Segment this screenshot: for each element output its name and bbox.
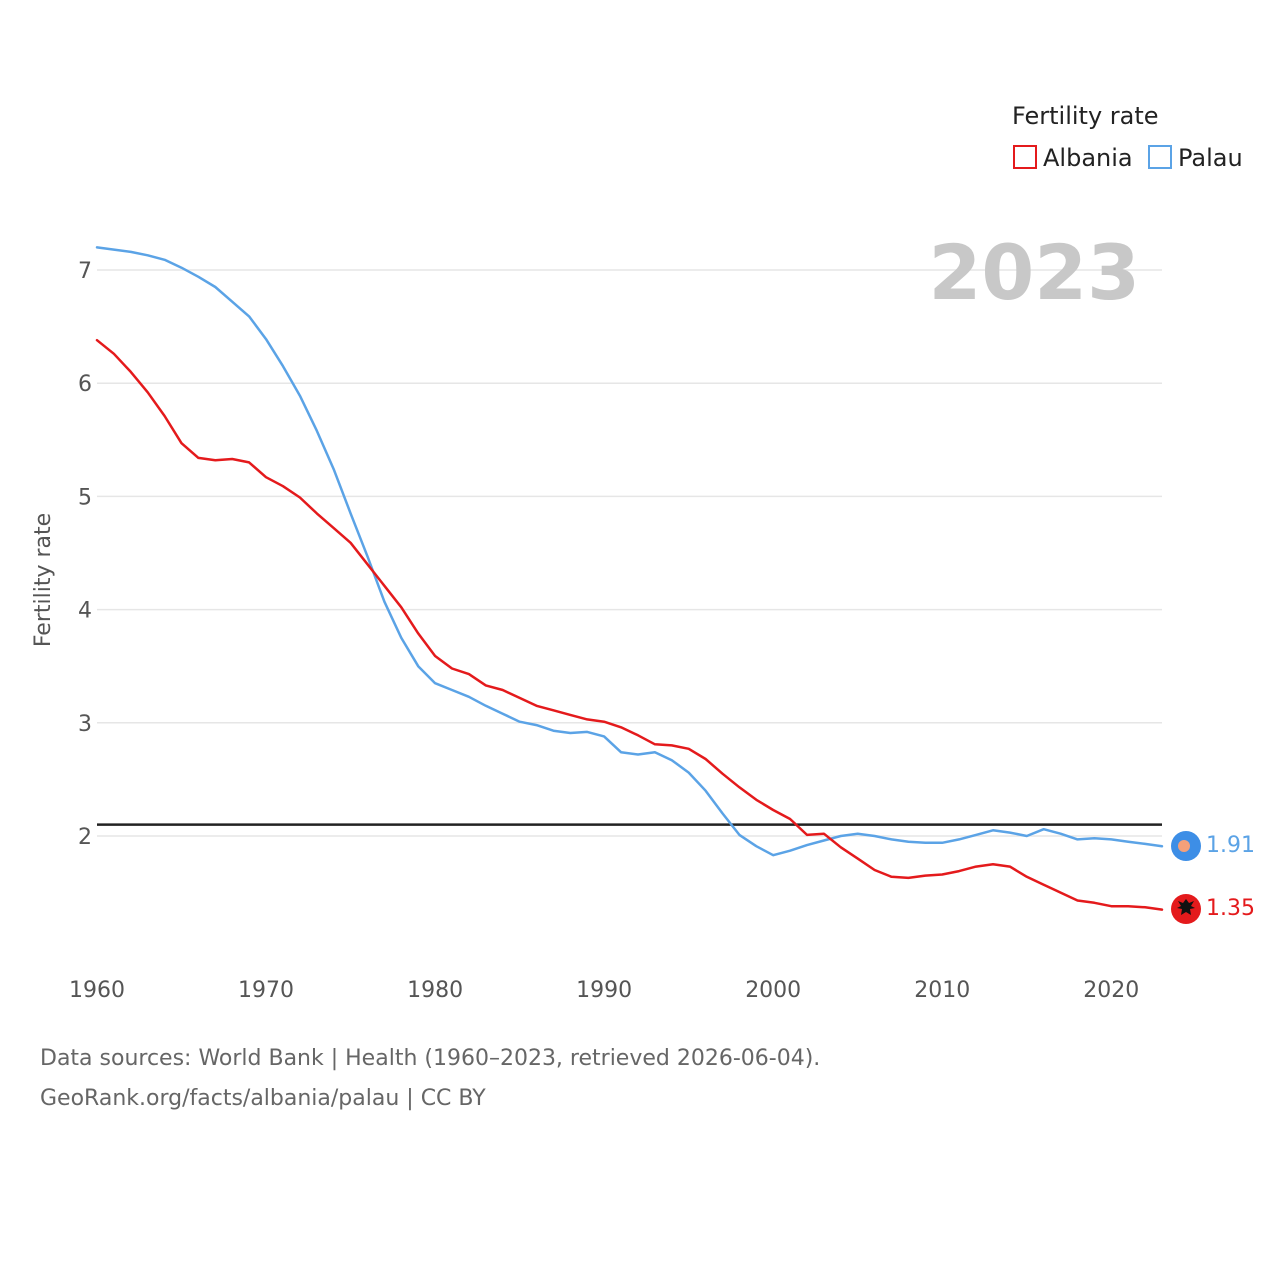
- x-tick-label-1990: 1990: [576, 978, 632, 1003]
- y-tick-label-5: 5: [78, 485, 92, 510]
- y-axis-ticks: 2 3 4 5 6 7: [78, 259, 92, 850]
- x-tick-label-2000: 2000: [745, 978, 801, 1003]
- end-label-palau: 1.91: [1206, 833, 1255, 858]
- legend-title: Fertility rate: [1012, 102, 1159, 130]
- year-label: 2023: [928, 228, 1140, 317]
- grid-lines: [97, 269, 1162, 837]
- end-marker-palau: 1.91: [1171, 831, 1255, 861]
- footer-credit[interactable]: GeoRank.org/facts/albania/palau | CC BY: [40, 1086, 486, 1111]
- y-tick-label-2: 2: [78, 825, 92, 850]
- palau-flag-moon-icon: [1178, 840, 1190, 852]
- end-label-albania: 1.35: [1206, 896, 1255, 921]
- x-tick-label-2010: 2010: [914, 978, 970, 1003]
- legend-label-albania[interactable]: Albania: [1043, 144, 1133, 172]
- y-axis-title: Fertility rate: [31, 513, 56, 647]
- legend-label-palau[interactable]: Palau: [1178, 144, 1243, 172]
- y-tick-label-4: 4: [78, 599, 92, 624]
- legend: Fertility rate Albania Palau: [1012, 102, 1243, 172]
- x-tick-label-1980: 1980: [407, 978, 463, 1003]
- end-marker-albania: 1.35: [1171, 894, 1255, 924]
- x-tick-label-2020: 2020: [1083, 978, 1139, 1003]
- y-tick-label-7: 7: [78, 259, 92, 284]
- legend-swatch-albania[interactable]: [1013, 145, 1037, 169]
- series-lines: [95, 246, 1164, 911]
- x-axis-ticks: 1960 1970 1980 1990 2000 2010 2020: [69, 978, 1139, 1003]
- footer-sources: Data sources: World Bank | Health (1960–…: [40, 1046, 821, 1071]
- x-tick-label-1970: 1970: [238, 978, 294, 1003]
- albania-flag-eagle-icon: [1177, 899, 1195, 915]
- x-tick-label-1960: 1960: [69, 978, 125, 1003]
- legend-swatch-palau[interactable]: [1148, 145, 1172, 169]
- series-line-albania: [95, 338, 1164, 911]
- y-tick-label-6: 6: [78, 372, 92, 397]
- series-line-palau: [95, 246, 1164, 857]
- y-tick-label-3: 3: [78, 712, 92, 737]
